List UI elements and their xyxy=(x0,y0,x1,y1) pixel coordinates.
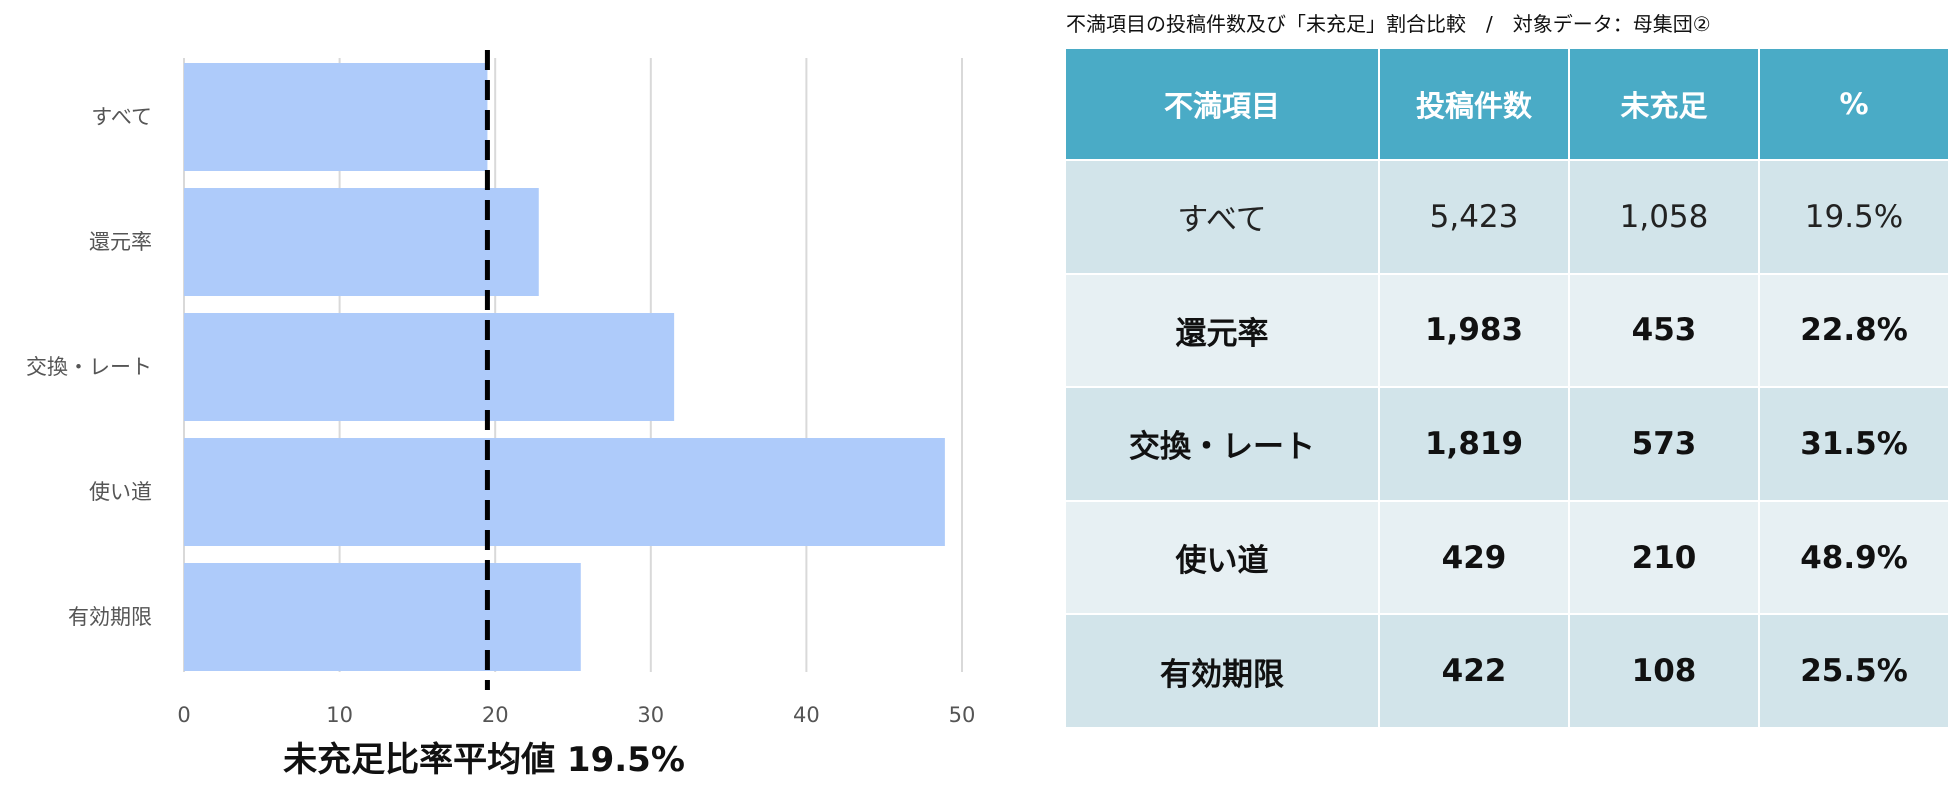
bars xyxy=(184,63,945,671)
cell-item: 有効期限 xyxy=(1064,613,1380,729)
cell-item: 使い道 xyxy=(1064,499,1380,616)
table-row: すべて 5,423 1,058 19.5% xyxy=(1064,159,1950,275)
bar xyxy=(184,313,675,421)
cell-unmet: 453 xyxy=(1568,272,1760,389)
category-label: すべて xyxy=(91,105,152,129)
cell-percent: 25.5% xyxy=(1758,613,1950,729)
cell-unmet: 210 xyxy=(1568,499,1760,616)
x-tick-label: 20 xyxy=(482,703,509,727)
cell-posts: 1,983 xyxy=(1378,272,1570,389)
category-label: 有効期限 xyxy=(68,605,152,629)
comparison-table: 不満項目 投稿件数 未充足 % すべて 5,423 1,058 19.5% 還元… xyxy=(1064,47,1950,729)
table-row: 使い道 429 210 48.9% xyxy=(1064,499,1950,616)
cell-unmet: 108 xyxy=(1568,613,1760,729)
bar xyxy=(184,188,539,296)
x-tick-label: 0 xyxy=(177,703,190,727)
cell-item: 交換・レート xyxy=(1064,386,1380,502)
table-caption: 不満項目の投稿件数及び「未充足」割合比較 / 対象データ：母集団② xyxy=(1066,12,1711,36)
header-percent: % xyxy=(1758,47,1950,161)
cell-posts: 1,819 xyxy=(1378,386,1570,502)
cell-posts: 429 xyxy=(1378,499,1570,616)
cell-percent: 22.8% xyxy=(1758,272,1950,389)
table-row: 交換・レート 1,819 573 31.5% xyxy=(1064,386,1950,502)
cell-percent: 19.5% xyxy=(1758,159,1950,275)
x-tick-label: 50 xyxy=(949,703,976,727)
bar xyxy=(184,563,581,671)
cell-item: すべて xyxy=(1064,159,1380,275)
table-row: 還元率 1,983 453 22.8% xyxy=(1064,272,1950,389)
cell-unmet: 573 xyxy=(1568,386,1760,502)
header-unmet: 未充足 xyxy=(1568,47,1760,161)
table-header-row: 不満項目 投稿件数 未充足 % xyxy=(1064,47,1950,161)
cell-unmet: 1,058 xyxy=(1568,159,1760,275)
x-tick-label: 10 xyxy=(326,703,353,727)
x-tick-labels: 0 10 20 30 40 50 xyxy=(177,703,975,727)
cell-posts: 422 xyxy=(1378,613,1570,729)
category-label: 交換・レート xyxy=(26,355,152,379)
category-label: 還元率 xyxy=(89,230,152,254)
category-label: 使い道 xyxy=(89,480,152,504)
cell-posts: 5,423 xyxy=(1378,159,1570,275)
cell-percent: 31.5% xyxy=(1758,386,1950,502)
cell-item: 還元率 xyxy=(1064,272,1380,389)
x-tick-label: 40 xyxy=(793,703,820,727)
bar xyxy=(184,63,488,171)
x-tick-label: 30 xyxy=(637,703,664,727)
cell-percent: 48.9% xyxy=(1758,499,1950,616)
table-row: 有効期限 422 108 25.5% xyxy=(1064,613,1950,729)
bar xyxy=(184,438,945,546)
header-item: 不満項目 xyxy=(1064,47,1380,161)
header-posts: 投稿件数 xyxy=(1378,47,1570,161)
average-caption: 未充足比率平均値 19.5% xyxy=(283,740,685,780)
